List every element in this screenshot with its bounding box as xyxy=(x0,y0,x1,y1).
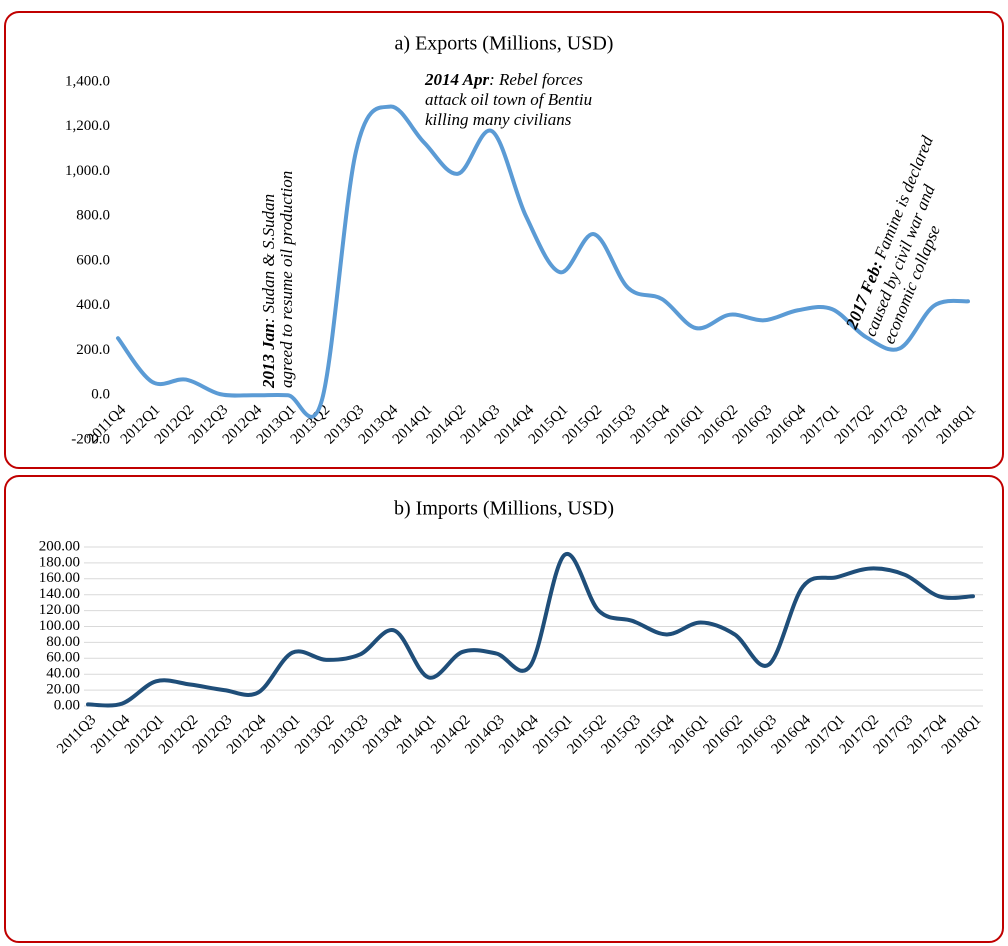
y-tick-label: 400.0 xyxy=(76,297,110,313)
annotation-text: killing many civilians xyxy=(425,110,572,129)
annotation-text: : Rebel forces xyxy=(489,70,583,89)
panel-frame xyxy=(4,11,1004,469)
annotation-bold: 2014 Apr xyxy=(424,70,489,89)
y-tick-label: 0.0 xyxy=(91,387,110,403)
y-tick-label: 120.00 xyxy=(39,602,80,618)
chart-title: b) Imports (Millions, USD) xyxy=(394,498,614,520)
y-tick-label: 60.00 xyxy=(46,650,80,666)
y-tick-label: 40.00 xyxy=(46,666,80,682)
y-tick-label: 1,400.0 xyxy=(65,73,110,89)
y-tick-label: 200.00 xyxy=(39,538,80,554)
y-tick-label: 140.00 xyxy=(39,586,80,602)
y-tick-label: 1,000.0 xyxy=(65,163,110,179)
y-tick-label: 800.0 xyxy=(76,208,110,224)
annotation: 2014 Apr: Rebel forces xyxy=(424,70,583,89)
y-tick-label: 20.00 xyxy=(46,682,80,698)
y-tick-label: 80.00 xyxy=(46,634,80,650)
annotation: 2013 Jan: Sudan & S.Sudan xyxy=(259,194,278,389)
annotation: attack oil town of Bentiu xyxy=(425,90,592,109)
y-tick-label: 160.00 xyxy=(39,570,80,586)
y-tick-label: 600.0 xyxy=(76,252,110,268)
panel-frame xyxy=(4,475,1004,943)
annotation-bold: 2013 Jan xyxy=(259,323,278,389)
y-tick-label: 0.00 xyxy=(54,697,80,713)
y-tick-label: 200.0 xyxy=(76,342,110,358)
annotation: killing many civilians xyxy=(425,110,572,129)
annotation-text: agreed to resume oil production xyxy=(277,171,296,388)
annotation-text: attack oil town of Bentiu xyxy=(425,90,592,109)
data-line xyxy=(86,551,975,708)
annotation: agreed to resume oil production xyxy=(277,171,296,388)
y-tick-label: -200.0 xyxy=(71,431,110,447)
y-tick-label: 180.00 xyxy=(39,554,80,570)
chart-title: a) Exports (Millions, USD) xyxy=(395,33,614,55)
data-line xyxy=(116,104,970,419)
annotation-text: : Sudan & S.Sudan xyxy=(259,194,278,323)
y-tick-label: 100.00 xyxy=(39,618,80,634)
y-tick-label: 1,200.0 xyxy=(65,118,110,134)
